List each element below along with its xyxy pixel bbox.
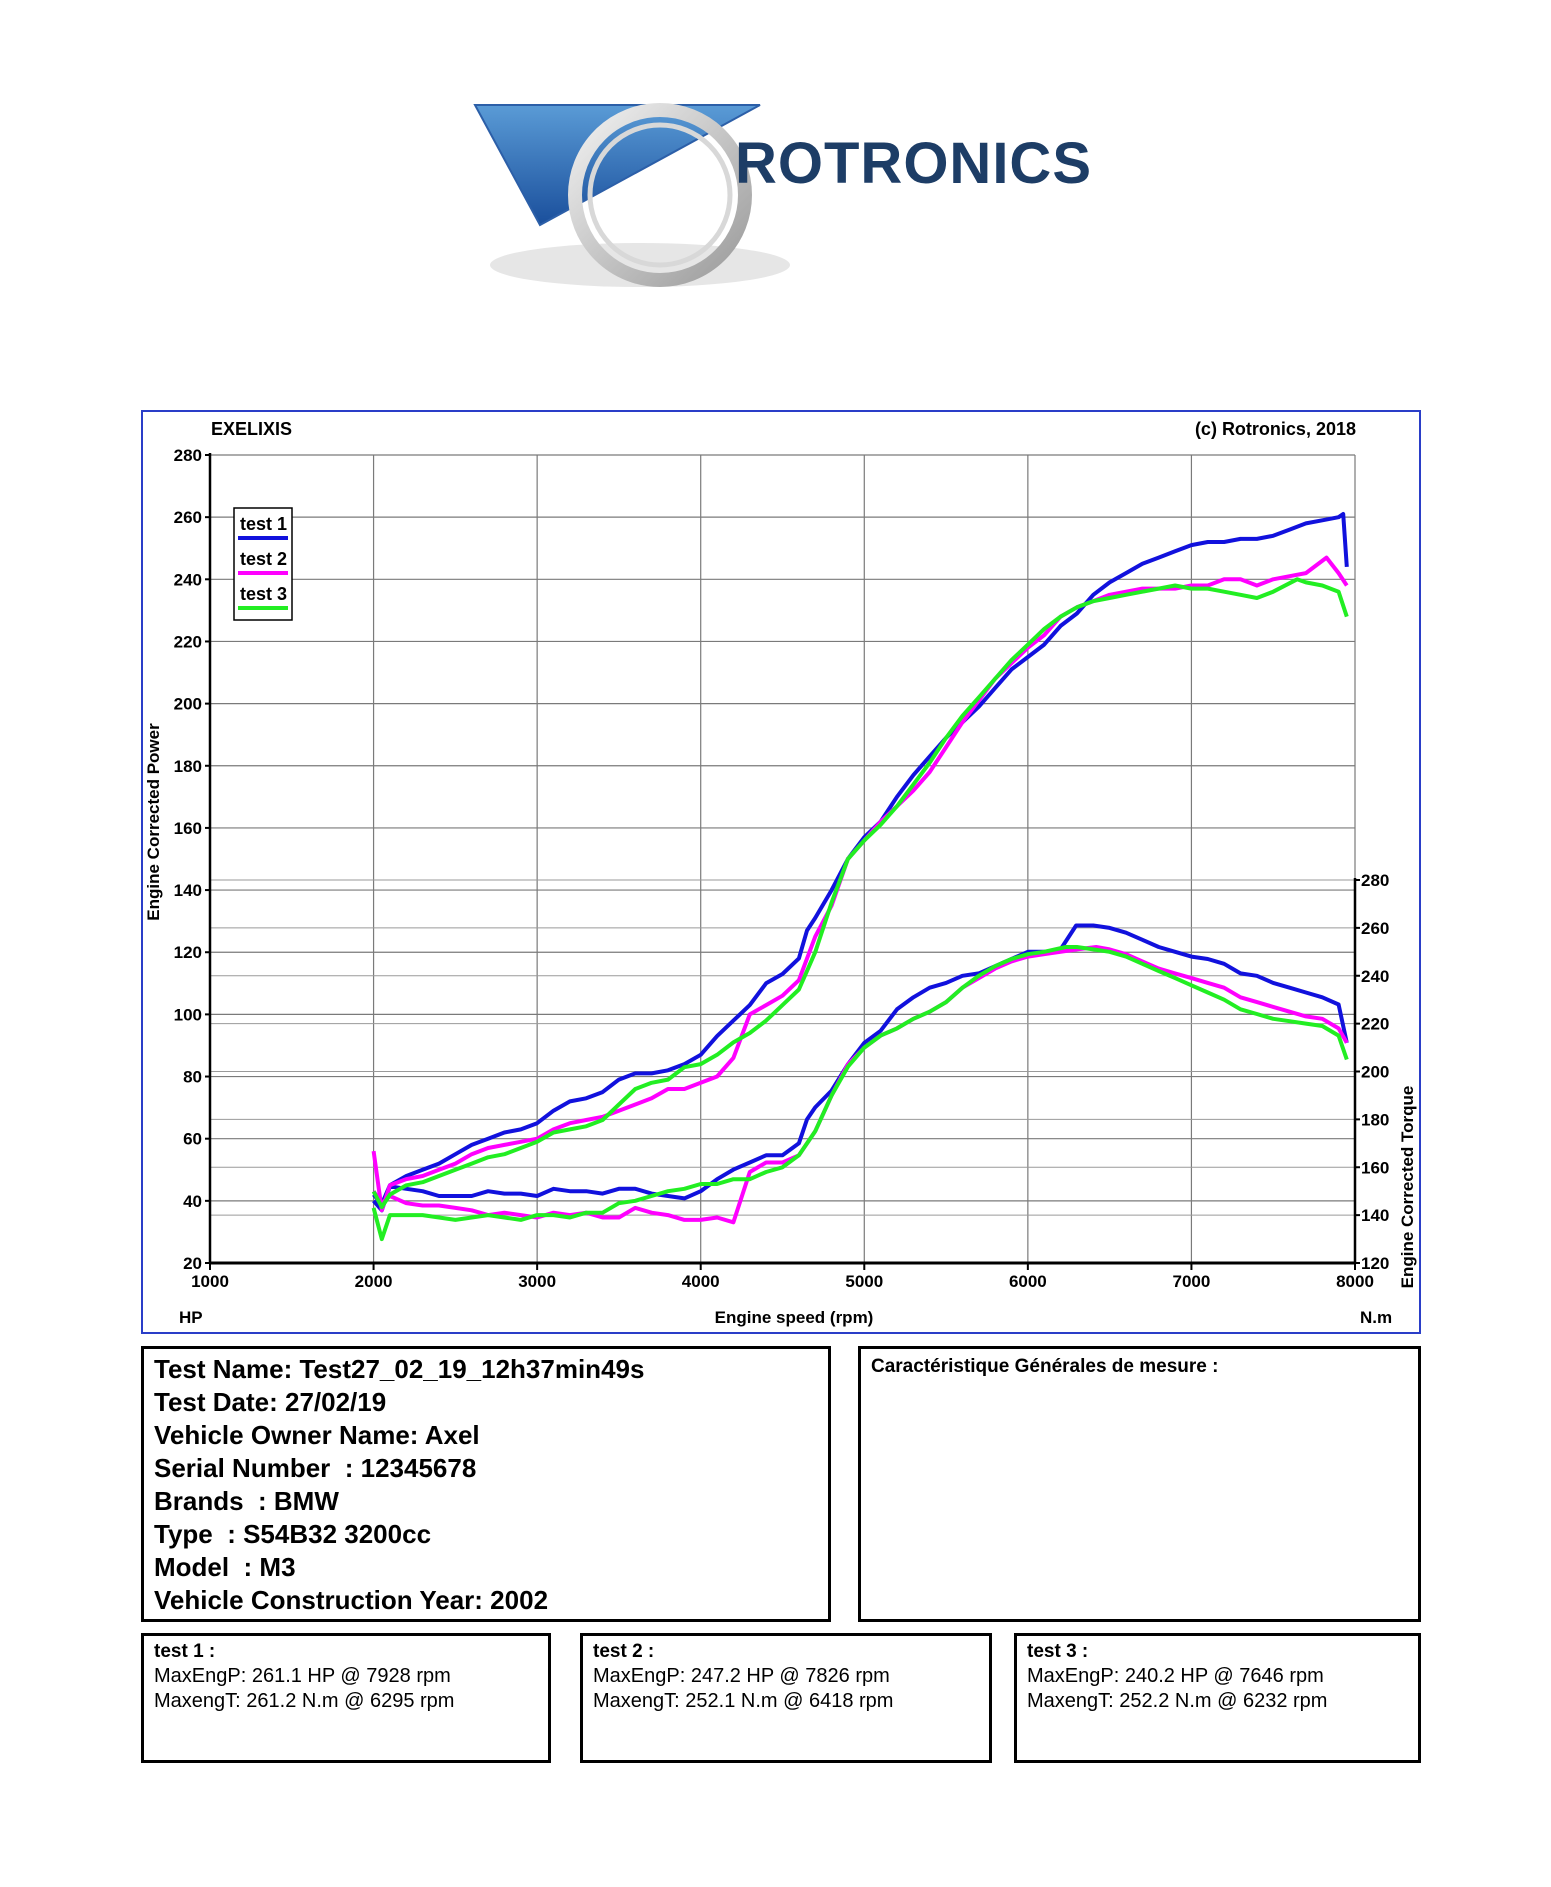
y-right-tick-label: 120 xyxy=(1361,1254,1389,1273)
y-left-tick-label: 260 xyxy=(174,508,202,527)
serial-number: Serial Number : 12345678 xyxy=(154,1453,477,1483)
result-max-torque: MaxengT: 252.2 N.m @ 6232 rpm xyxy=(1027,1690,1328,1712)
x-tick-label: 6000 xyxy=(1009,1272,1047,1291)
torque-line-test3 xyxy=(371,945,1349,1242)
y-left-tick-label: 140 xyxy=(174,881,202,900)
logo-text: ROTRONICS xyxy=(735,131,1092,196)
y-left-tick-label: 220 xyxy=(174,632,202,651)
result-max-power: MaxEngP: 240.2 HP @ 7646 rpm xyxy=(1027,1665,1324,1687)
y-left-tick-label: 20 xyxy=(183,1254,202,1273)
x-unit-left: HP xyxy=(179,1308,203,1327)
result-max-power: MaxEngP: 247.2 HP @ 7826 rpm xyxy=(593,1665,890,1687)
y-left-tick-label: 100 xyxy=(174,1005,202,1024)
y-right-tick-label: 180 xyxy=(1361,1110,1389,1129)
x-tick-label: 7000 xyxy=(1173,1272,1211,1291)
chart-header-left: EXELIXIS xyxy=(211,419,292,439)
power-line-test3 xyxy=(371,577,1349,1210)
left-axis-ticks: 20 40 60 80 100 120 140 160 180 200 220 240 260 280 xyxy=(174,446,210,1273)
legend-label: test 3 xyxy=(240,584,287,604)
x-axis-ticks: 1000 2000 3000 4000 5000 6000 7000 8000 xyxy=(191,1263,1374,1291)
x-tick-label: 8000 xyxy=(1336,1272,1374,1291)
x-tick-label: 5000 xyxy=(845,1272,883,1291)
test-name: Test Name: Test27_02_19_12h37min49s xyxy=(154,1354,645,1384)
chart-frame xyxy=(141,410,1421,1334)
y-left-tick-label: 60 xyxy=(183,1130,202,1149)
y-left-tick-label: 200 xyxy=(174,695,202,714)
y-right-tick-label: 280 xyxy=(1361,871,1389,890)
right-axis-ticks: 120 140 160 180 200 220 240 260 280 xyxy=(1355,871,1389,1273)
result-box-test2: test 2 : MaxEngP: 247.2 HP @ 7826 rpm Ma… xyxy=(580,1633,992,1763)
x-tick-label: 4000 xyxy=(682,1272,720,1291)
y-right-tick-label: 200 xyxy=(1361,1063,1389,1082)
result-title: test 3 : xyxy=(1027,1641,1089,1662)
test-info-box: Test Name: Test27_02_19_12h37min49s Test… xyxy=(141,1346,831,1622)
result-max-torque: MaxengT: 252.1 N.m @ 6418 rpm xyxy=(593,1690,894,1712)
brand: Brands : BMW xyxy=(154,1486,339,1516)
power-line-test2 xyxy=(371,555,1349,1213)
y-left-tick-label: 180 xyxy=(174,757,202,776)
test-date: Test Date: 27/02/19 xyxy=(154,1387,387,1417)
result-title: test 1 : xyxy=(154,1641,216,1662)
y-right-tick-label: 240 xyxy=(1361,967,1389,986)
legend-box xyxy=(233,507,293,621)
x-tick-label: 3000 xyxy=(518,1272,556,1291)
chart-legend: test 1 test 2 test 3 xyxy=(233,507,293,621)
y-axis-label-left: Engine Corrected Power xyxy=(144,723,163,921)
y-left-tick-label: 280 xyxy=(174,446,202,465)
result-max-power: MaxEngP: 261.1 HP @ 7928 rpm xyxy=(154,1665,451,1687)
chart-series xyxy=(371,512,1349,1242)
chart-header-right: (c) Rotronics, 2018 xyxy=(1195,419,1356,439)
general-characteristics-box: Caractéristique Générales de mesure : xyxy=(858,1346,1421,1622)
power-line-test1 xyxy=(372,512,1349,1206)
result-box-test1: test 1 : MaxEngP: 261.1 HP @ 7928 rpm Ma… xyxy=(141,1633,551,1763)
x-axis-label: Engine speed (rpm) xyxy=(715,1308,874,1327)
y-left-tick-label: 80 xyxy=(183,1068,202,1087)
x-tick-label: 1000 xyxy=(191,1272,229,1291)
engine-type: Type : S54B32 3200cc xyxy=(154,1519,432,1549)
dyno-chart: EXELIXIS (c) Rotronics, 2018 20 40 60 80 100… xyxy=(144,419,1417,1327)
result-box-test3: test 3 : MaxEngP: 240.2 HP @ 7646 rpm Ma… xyxy=(1014,1633,1421,1763)
y-axis-label-right: Engine Corrected Torque xyxy=(1398,1086,1417,1289)
legend-label: test 1 xyxy=(240,514,287,534)
legend-label: test 2 xyxy=(240,549,287,569)
y-right-tick-label: 160 xyxy=(1361,1158,1389,1177)
y-right-tick-label: 140 xyxy=(1361,1206,1389,1225)
y-right-tick-label: 220 xyxy=(1361,1015,1389,1034)
result-max-torque: MaxengT: 261.2 N.m @ 6295 rpm xyxy=(154,1690,455,1712)
y-left-tick-label: 160 xyxy=(174,819,202,838)
y-left-tick-label: 120 xyxy=(174,943,202,962)
model: Model : M3 xyxy=(154,1552,296,1582)
general-characteristics-title: Caractéristique Générales de mesure : xyxy=(871,1356,1219,1377)
y-right-tick-label: 260 xyxy=(1361,919,1389,938)
y-left-tick-label: 40 xyxy=(183,1192,202,1211)
x-tick-label: 2000 xyxy=(355,1272,393,1291)
chart-grid xyxy=(210,454,1356,1263)
chart-axes xyxy=(208,453,1357,1265)
vehicle-owner: Vehicle Owner Name: Axel xyxy=(154,1420,480,1450)
x-unit-right: N.m xyxy=(1360,1308,1392,1327)
rotronics-logo: ROTRONICS xyxy=(473,103,1092,287)
y-left-tick-label: 240 xyxy=(174,570,202,589)
result-title: test 2 : xyxy=(593,1641,655,1662)
construction-year: Vehicle Construction Year: 2002 xyxy=(154,1585,549,1615)
